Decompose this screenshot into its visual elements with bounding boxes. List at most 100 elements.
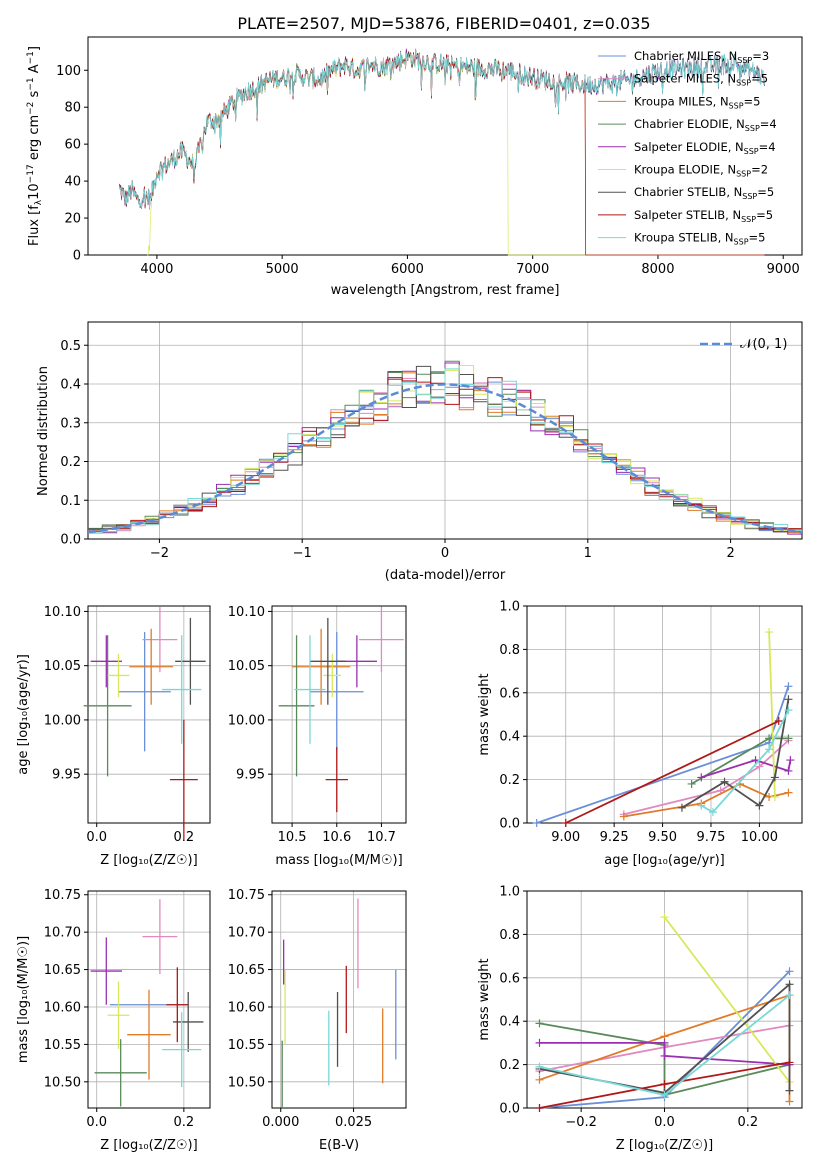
weight-marker [755, 762, 764, 771]
x-tick-label: −1 [293, 546, 312, 561]
y-tick-label: 10.50 [228, 1075, 265, 1090]
legend-entry: Salpeter STELIB, NSSP=5 [634, 208, 773, 224]
x-tick-label: 5000 [266, 262, 299, 277]
x-axis-label: mass [log₁₀(M/M☉)] [275, 853, 402, 868]
panel-1: 4000 5000 6000 7000 8000 9000 0 20 40 60 80 100 wave… [26, 36, 803, 298]
weight-line [623, 782, 789, 818]
weight-marker [755, 801, 764, 810]
weight-line [539, 1022, 790, 1097]
y-tick-label: 1.0 [499, 600, 520, 615]
y-tick-label: 0.2 [499, 773, 520, 788]
weight-marker [784, 734, 793, 743]
y-tick-label: 100 [56, 64, 81, 79]
y-tick-label: 9.95 [52, 768, 81, 783]
x-tick-label: 4000 [140, 262, 173, 277]
weight-marker [784, 695, 793, 704]
x-tick-label: 0.2 [737, 1115, 758, 1130]
y-tick-label: 10.50 [44, 1075, 81, 1090]
weight-marker [660, 1038, 669, 1047]
weight-marker [535, 1104, 544, 1112]
legend-entry: Salpeter MILES, NSSP=5 [634, 72, 768, 88]
y-tick-label: 10.60 [228, 1000, 265, 1015]
y-tick-label: 0.4 [60, 378, 81, 393]
weight-marker [660, 1080, 669, 1089]
weight-marker [770, 792, 779, 801]
panel-4: 10.5 10.6 10.7 9.95 10.00 10.05 10.10 mass [log… [228, 605, 407, 868]
x-tick-label: 9.25 [600, 830, 629, 845]
weight-line [565, 720, 780, 824]
weight-marker [708, 808, 717, 817]
y-tick-label: 0.4 [499, 730, 520, 745]
x-tick-label: 9000 [767, 262, 800, 277]
legend-entry: Kroupa STELIB, NSSP=5 [634, 231, 765, 247]
legend-entry: 𝒩(0, 1) [740, 337, 787, 352]
x-tick-label: −0.2 [565, 1115, 597, 1130]
y-tick-label: 10.00 [44, 713, 81, 728]
weight-marker [785, 991, 794, 1000]
weight-marker [784, 682, 793, 691]
y-tick-label: 60 [64, 138, 81, 153]
y-tick-label: 10.70 [44, 926, 81, 941]
x-tick-label: 2 [726, 546, 734, 561]
weight-line [663, 916, 791, 1083]
y-tick-label: 0.2 [499, 1058, 520, 1073]
weight-marker [535, 1062, 544, 1071]
x-tick-label: 0.000 [262, 1115, 299, 1130]
y-axis-label: mass weight [477, 673, 492, 755]
weight-line [700, 709, 790, 814]
x-tick-label: 9.50 [648, 830, 677, 845]
weight-marker [677, 803, 686, 812]
legend-entry: Kroupa MILES, NSSP=5 [634, 94, 760, 110]
y-tick-label: 0.0 [60, 533, 81, 548]
weight-marker [532, 819, 541, 827]
axes-frame [526, 605, 803, 824]
y-axis-label: Normed distribution [36, 366, 51, 496]
weight-marker [786, 756, 795, 765]
weight-marker [785, 1058, 794, 1067]
y-axis-label: mass weight [477, 958, 492, 1040]
x-tick-label: 7000 [516, 262, 549, 277]
panel-7: 0.000 0.025 10.50 10.55 10.60 10.65 10.70 10.75… [228, 888, 407, 1153]
legend-entry: Salpeter ELODIE, NSSP=4 [634, 140, 776, 156]
normal-curve [87, 383, 803, 534]
x-tick-label: 0 [441, 546, 449, 561]
weight-marker [561, 819, 570, 827]
x-axis-label: (data-model)/error [385, 568, 506, 583]
weight-marker [784, 766, 793, 775]
x-axis-label: E(B-V) [319, 1138, 359, 1153]
y-tick-label: 0.2 [60, 455, 81, 470]
y-tick-label: 0.8 [499, 643, 520, 658]
weight-marker [770, 773, 779, 782]
weight-marker [687, 779, 696, 788]
weight-marker [785, 1086, 794, 1095]
weight-marker [765, 734, 774, 743]
weight-marker [774, 717, 783, 726]
weight-marker [619, 812, 628, 821]
weight-marker [697, 801, 706, 810]
weight-marker [697, 773, 706, 782]
legend-entry: Chabrier MILES, NSSP=3 [634, 49, 769, 65]
weight-marker [660, 913, 669, 922]
y-tick-label: 20 [64, 212, 81, 227]
weight-marker [535, 1075, 544, 1084]
y-tick-label: 10.75 [228, 888, 265, 903]
legend-entry: Chabrier ELODIE, NSSP=4 [634, 117, 777, 133]
spectrum-line [118, 49, 765, 210]
y-tick-label: 0 [73, 249, 81, 264]
legend-entry: Kroupa ELODIE, NSSP=2 [634, 163, 768, 179]
axes-frame [87, 605, 211, 824]
y-tick-label: 10.00 [228, 713, 265, 728]
y-tick-label: 0.5 [60, 339, 81, 354]
x-tick-label: 10.5 [278, 830, 307, 845]
weight-marker [765, 628, 774, 637]
y-tick-label: 10.70 [228, 926, 265, 941]
axes-frame [87, 36, 803, 256]
y-tick-label: 10.05 [228, 659, 265, 674]
x-tick-label: 0.0 [654, 1115, 675, 1130]
x-axis-label: Z [log₁₀(Z/Z☉)] [100, 853, 197, 868]
x-axis-label: Z [log₁₀(Z/Z☉)] [616, 1138, 713, 1153]
weight-line [539, 1042, 790, 1066]
x-tick-label: 6000 [391, 262, 424, 277]
weight-marker [784, 706, 793, 715]
weight-marker [784, 788, 793, 797]
